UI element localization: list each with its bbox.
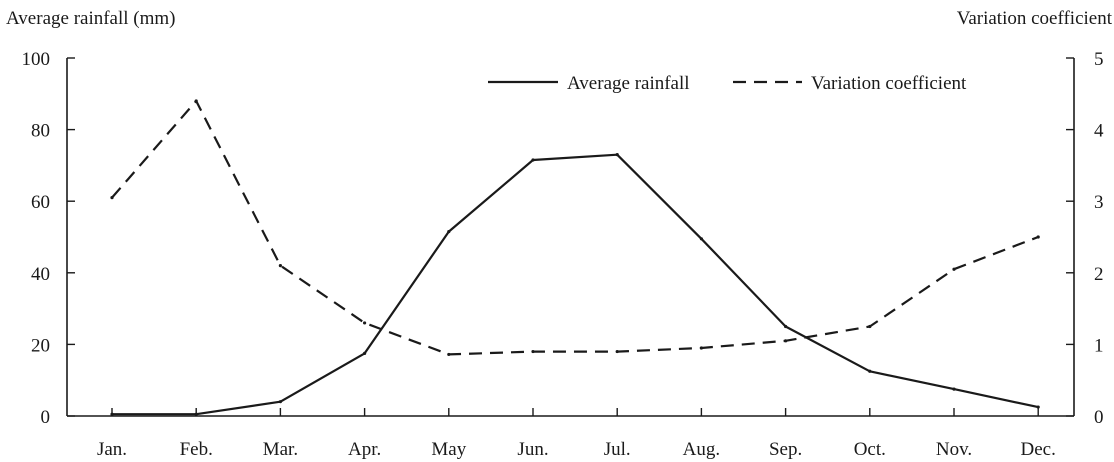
- x-tick-label: Jun.: [517, 439, 548, 460]
- data-point: [615, 153, 619, 157]
- data-point: [1036, 235, 1040, 239]
- data-point: [952, 387, 956, 391]
- right-tick-label: 5: [1094, 49, 1104, 70]
- data-point: [615, 349, 619, 354]
- right-tick-label: 4: [1094, 121, 1104, 142]
- right-tick-label: 1: [1094, 335, 1104, 356]
- data-point: [363, 321, 367, 325]
- data-point: [868, 324, 872, 329]
- data-point: [868, 369, 872, 373]
- data-point: [363, 351, 367, 355]
- data-point: [278, 400, 282, 404]
- x-tick-label: Jan.: [97, 439, 127, 460]
- data-point: [194, 99, 198, 103]
- right-tick-label: 0: [1094, 407, 1104, 428]
- data-point: [447, 352, 451, 357]
- series-line-average-rainfall: [112, 153, 1039, 416]
- x-tick-label: Dec.: [1021, 439, 1056, 460]
- data-point: [699, 346, 704, 350]
- legend-label: Average rainfall: [567, 73, 690, 94]
- data-point: [531, 349, 535, 354]
- data-point: [952, 267, 956, 271]
- x-tick-label: May: [431, 439, 466, 460]
- right-axis-title: Variation coefficient: [957, 8, 1113, 29]
- x-tick-label: Jul.: [604, 439, 631, 460]
- left-tick-label: 20: [31, 335, 50, 356]
- legend-label: Variation coefficient: [811, 73, 967, 94]
- x-tick-label: Mar.: [263, 439, 298, 460]
- right-tick-label: 3: [1094, 192, 1104, 213]
- x-tick-label: Feb.: [180, 439, 213, 460]
- data-point: [194, 412, 198, 416]
- data-point: [447, 230, 451, 234]
- data-point: [531, 158, 535, 162]
- left-tick-label: 80: [31, 121, 50, 142]
- data-point: [784, 339, 788, 343]
- x-tick-label: Nov.: [936, 439, 972, 460]
- left-tick-label: 0: [41, 407, 51, 428]
- x-tick-label: Sep.: [769, 439, 802, 460]
- data-point: [278, 264, 282, 268]
- data-point: [110, 412, 114, 416]
- x-tick-label: Aug.: [683, 439, 720, 460]
- x-tick-label: Apr.: [348, 439, 381, 460]
- right-tick-label: 2: [1094, 264, 1104, 285]
- x-tick-label: Oct.: [854, 439, 886, 460]
- series-layer: [110, 99, 1040, 416]
- series-line-variation-coefficient: [111, 99, 1039, 356]
- data-point: [699, 237, 704, 241]
- left-axis-title: Average rainfall (mm): [6, 8, 176, 29]
- data-point: [110, 196, 114, 200]
- legend: Average rainfall Variation coefficient: [488, 73, 967, 94]
- left-tick-label: 40: [31, 264, 50, 285]
- data-point: [784, 324, 788, 329]
- axes: 0 20 40 60 80 100 0 1 2 3 4 5 Jan. Feb. Mar. Apr. May Jun…: [22, 49, 1105, 460]
- left-tick-label: 60: [31, 192, 50, 213]
- data-point: [1036, 405, 1040, 409]
- left-tick-label: 100: [22, 49, 51, 70]
